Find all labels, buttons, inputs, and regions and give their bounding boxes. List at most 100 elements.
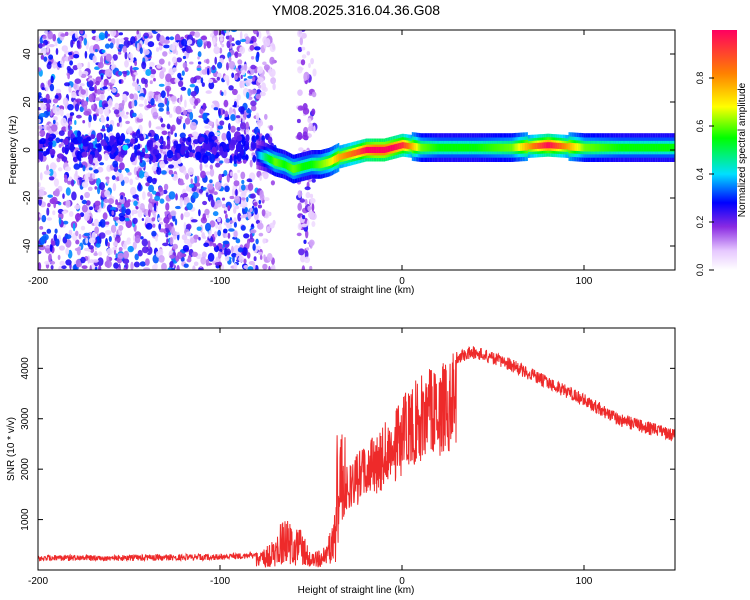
spectrogram-ridge-cell xyxy=(517,143,519,151)
spectrogram-noise-cell xyxy=(119,122,123,128)
spectrogram-noise-cell xyxy=(221,173,225,177)
spectrogram-noise-cell xyxy=(59,60,64,64)
spectrogram-noise-cell xyxy=(72,65,79,71)
spectrogram-noise-cell xyxy=(194,99,199,106)
spectrogram-noise-cell xyxy=(121,93,127,98)
spectrogram-noise-cell xyxy=(213,231,218,238)
spectrogram-noise-cell xyxy=(200,170,206,179)
spectrogram-noise-cell xyxy=(65,247,70,255)
spectrogram-ridge-cell xyxy=(429,143,432,152)
spectrogram-noise-cell xyxy=(158,223,162,230)
spectrogram-noise-cell xyxy=(246,178,252,183)
spectrogram-noise-cell xyxy=(38,197,42,206)
spectrogram-noise-cell xyxy=(207,183,214,190)
spectrogram-noise-cell xyxy=(252,76,256,82)
spectrogram-noise-cell xyxy=(177,158,182,165)
spectrogram-noise-cell xyxy=(215,199,223,208)
spectrogram-ridge-cell xyxy=(362,147,364,154)
spectrogram-ridge-cell xyxy=(340,153,342,160)
spectrogram-noise-cell xyxy=(205,222,211,232)
spectrogram-noise-cell xyxy=(119,162,125,171)
spectrogram-noise-cell xyxy=(241,136,246,147)
spectrogram-noise-cell xyxy=(154,195,161,202)
spectrogram-noise-cell xyxy=(150,69,157,75)
spectrogram-noise-cell xyxy=(48,54,54,60)
spectrogram-noise-cell xyxy=(216,76,220,81)
spectrogram-ridge-cell xyxy=(317,160,319,169)
spectrogram-noise-cell xyxy=(212,211,219,217)
spectrogram-noise-cell xyxy=(158,138,162,143)
spectrogram-noise-cell xyxy=(113,262,119,269)
spectrogram-ridge-cell xyxy=(566,143,568,150)
spectrogram-ridge-cell xyxy=(465,143,467,152)
spectrogram-ridge-cell xyxy=(385,146,387,153)
spectrogram-noise-cell xyxy=(168,61,171,66)
spectrogram-noise-cell xyxy=(198,209,201,217)
spectrogram-noise-cell xyxy=(64,147,69,154)
spectrogram-ridge-cell xyxy=(619,143,621,152)
spectrogram-noise-cell xyxy=(150,193,153,203)
spectrogram-ridge-cell xyxy=(469,143,471,152)
spectrogram-ridge-cell xyxy=(543,142,545,149)
spectrogram-noise-cell xyxy=(55,48,59,55)
spectrogram-noise-cell xyxy=(109,42,114,49)
spectrogram-noise-cell xyxy=(172,67,178,72)
spectrogram-noise-cell xyxy=(145,182,150,187)
spectrogram-noise-cell xyxy=(61,210,67,215)
spectrogram-noise-cell xyxy=(266,253,273,262)
spectrogram-noise-cell xyxy=(249,159,253,168)
spectrogram-noise-cell xyxy=(171,124,176,132)
spectrogram-ridge-cell xyxy=(415,143,418,151)
colorbar-tick-label: 0.6 xyxy=(695,120,705,133)
spectrogram-noise-cell xyxy=(87,142,94,150)
spectrogram-noise-cell xyxy=(49,83,55,92)
spectrogram-noise-cell xyxy=(310,212,317,221)
spectrogram-ridge-cell xyxy=(503,143,505,152)
spectrogram-noise-cell xyxy=(242,79,245,88)
spectrogram-noise-cell xyxy=(189,111,194,121)
spectrogram-noise-cell xyxy=(48,253,52,263)
spectrogram-noise-cell xyxy=(159,70,165,80)
spectrogram-noise-cell xyxy=(264,197,270,202)
spectrogram-noise-cell xyxy=(114,171,121,176)
spectrogram-noise-cell xyxy=(88,237,96,244)
spectrogram-noise-cell xyxy=(166,150,174,159)
spectrogram-noise-cell xyxy=(190,91,197,97)
spectrogram-noise-cell xyxy=(311,91,317,98)
spectrogram-noise-cell xyxy=(199,136,205,142)
snr-x-tick-label: 100 xyxy=(576,576,593,587)
spectrogram-noise-cell xyxy=(259,189,264,199)
spectrogram-noise-cell xyxy=(204,164,209,168)
spectrogram-noise-cell xyxy=(76,114,82,119)
spectrogram-ridge-cell xyxy=(267,154,270,163)
spectrogram-noise-cell xyxy=(73,83,78,90)
spectrogram-noise-cell xyxy=(188,49,193,53)
spectrogram-noise-cell xyxy=(172,243,179,250)
spectrogram-noise-cell xyxy=(228,56,232,63)
spectrogram-noise-cell xyxy=(78,69,83,77)
spectrogram-ridge-cell xyxy=(327,158,330,167)
spectrogram-noise-cell xyxy=(139,151,146,158)
spectrogram-noise-cell xyxy=(247,75,254,79)
spectrogram-noise-cell xyxy=(85,237,89,244)
spectrogram-noise-cell xyxy=(76,246,81,256)
spectrogram-noise-cell xyxy=(214,132,221,136)
spectrogram-ridge-cell xyxy=(363,147,365,154)
spectrogram-ridge-cell xyxy=(261,152,263,160)
spectrogram-noise-cell xyxy=(94,226,99,234)
spectrogram-noise-cell xyxy=(262,171,269,180)
spectrogram-noise-cell xyxy=(214,262,222,266)
spectrogram-noise-cell xyxy=(83,232,91,237)
spectrogram-noise-cell xyxy=(233,154,237,165)
spectrogram-noise-cell xyxy=(258,199,262,205)
spectrogram-noise-cell xyxy=(45,138,49,147)
spectrogram-noise-cell xyxy=(253,256,257,262)
spectrogram-noise-cell xyxy=(272,43,276,51)
spectrogram-noise-cell xyxy=(126,111,129,115)
spectrogram-ridge-cell xyxy=(665,143,667,152)
spectrogram-noise-cell xyxy=(178,80,184,88)
spectrogram-noise-cell xyxy=(302,131,308,138)
spectrogram-noise-cell xyxy=(81,151,88,158)
spectrogram-noise-cell xyxy=(118,173,124,182)
